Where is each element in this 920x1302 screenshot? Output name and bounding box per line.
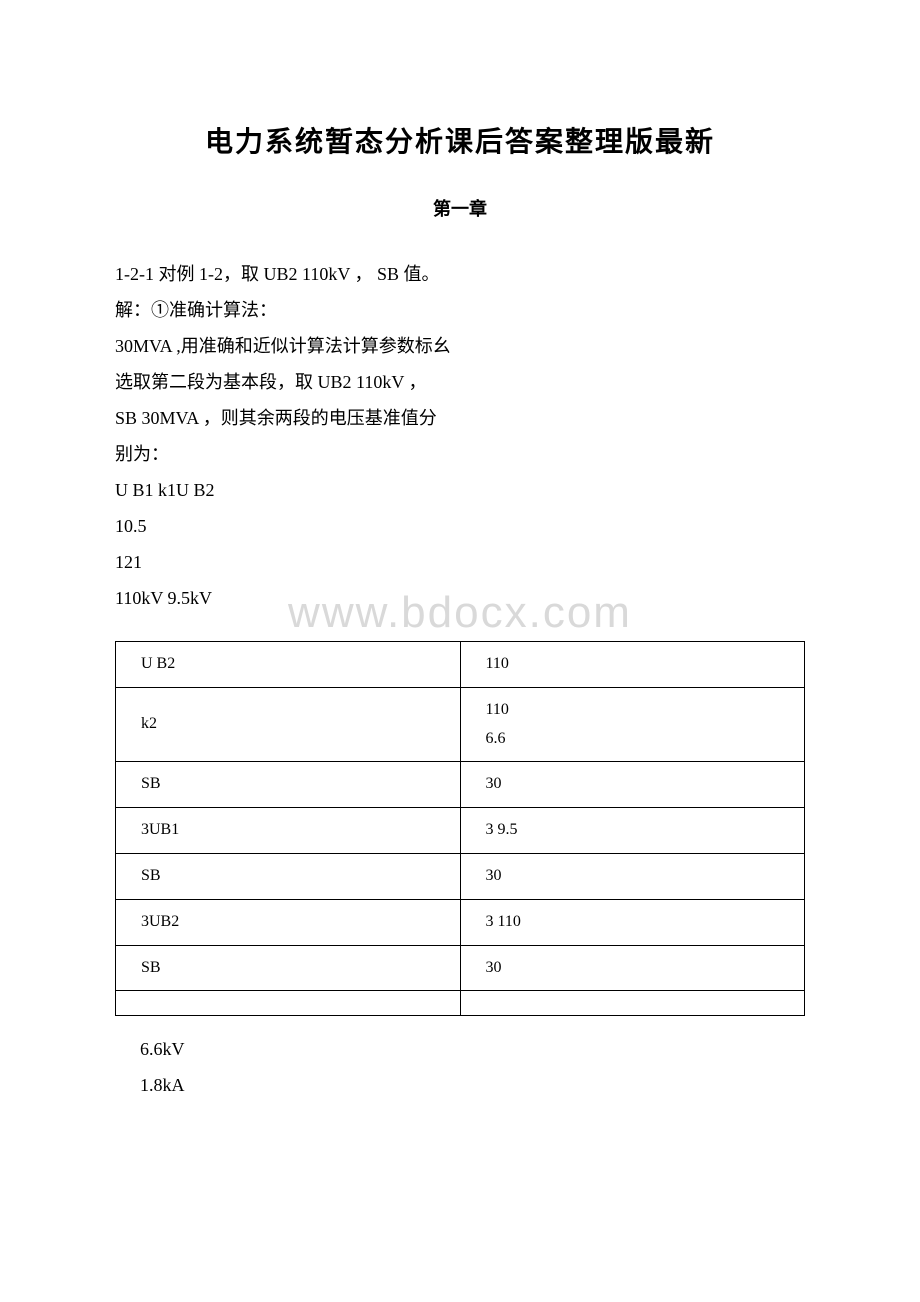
table-cell: 30 [460,945,805,991]
table-cell: SB [116,762,461,808]
paragraph-line: 1.8kA [115,1067,805,1103]
table-cell: 3 9.5 [460,808,805,854]
table-cell: SB [116,853,461,899]
page-content: 电力系统暂态分析课后答案整理版最新 第一章 1-2-1 对例 1-2，取 UB2… [115,120,805,1103]
table-row: 3UB2 3 110 [116,899,805,945]
body-content: 1-2-1 对例 1-2，取 UB2 110kV ， SB 值。 解：①准确计算… [115,256,805,616]
table-row: U B2 110 [116,642,805,688]
paragraph-line: 1-2-1 对例 1-2，取 UB2 110kV ， SB 值。 [115,256,805,292]
paragraph-line: 解：①准确计算法： [115,292,805,328]
paragraph-line: 别为： [115,436,805,472]
table-cell: 110 [460,642,805,688]
paragraph-line: 30MVA ,用准确和近似计算法计算参数标幺 [115,328,805,364]
table-row [116,991,805,1016]
table-cell: 3 110 [460,899,805,945]
paragraph-line: 121 [115,544,805,580]
table-cell: 110 6.6 [460,687,805,762]
paragraph-line: 110kV 9.5kV [115,580,805,616]
cell-line: 110 [486,696,780,725]
table-cell: U B2 [116,642,461,688]
table-row: SB 30 [116,945,805,991]
table-cell: 3UB1 [116,808,461,854]
cell-line: 6.6 [486,725,780,754]
table-cell: 30 [460,762,805,808]
table-row: 3UB1 3 9.5 [116,808,805,854]
table-cell: SB [116,945,461,991]
paragraph-line: 选取第二段为基本段，取 UB2 110kV ， [115,364,805,400]
table-cell: 30 [460,853,805,899]
chapter-subtitle: 第一章 [115,195,805,221]
paragraph-line: U B1 k1U B2 [115,472,805,508]
after-table-content: 6.6kV 1.8kA [115,1031,805,1103]
table-cell [460,991,805,1016]
table-row: k2 110 6.6 [116,687,805,762]
table-row: SB 30 [116,853,805,899]
paragraph-line: 10.5 [115,508,805,544]
table-cell [116,991,461,1016]
table-row: SB 30 [116,762,805,808]
document-title: 电力系统暂态分析课后答案整理版最新 [115,120,805,160]
data-table: U B2 110 k2 110 6.6 SB 30 3UB1 3 9.5 SB … [115,641,805,1016]
table-cell: 3UB2 [116,899,461,945]
table-cell: k2 [116,687,461,762]
paragraph-line: 6.6kV [115,1031,805,1067]
paragraph-line: SB 30MVA ，则其余两段的电压基准值分 [115,400,805,436]
